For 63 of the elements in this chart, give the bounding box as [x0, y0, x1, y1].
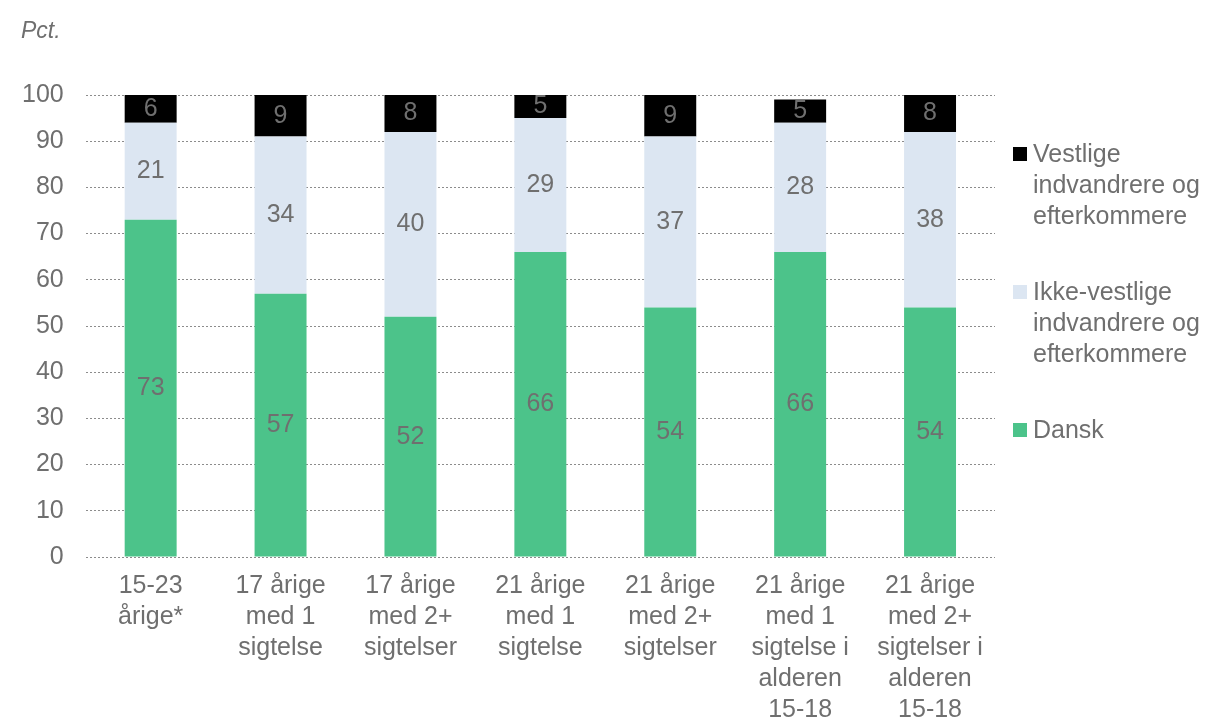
bar — [124, 219, 177, 557]
bar — [774, 252, 827, 557]
data-label: 8 — [923, 97, 937, 126]
y-axis-title: Pct. — [21, 17, 61, 44]
data-label: 66 — [526, 388, 555, 417]
data-label: 21 — [136, 155, 165, 184]
y-tick-label: 30 — [35, 402, 64, 431]
bar — [384, 95, 437, 132]
y-tick-label: 90 — [35, 125, 64, 154]
bar — [904, 131, 957, 308]
legend-label: Dansk — [1033, 414, 1105, 445]
data-label: 9 — [663, 99, 678, 128]
x-tick-label: 21 årige med 2+ sigtelser — [623, 570, 717, 661]
data-label: 54 — [916, 415, 945, 444]
bar — [254, 293, 307, 557]
bar — [514, 252, 567, 557]
y-tick-label: 20 — [35, 448, 64, 477]
bar — [254, 95, 307, 137]
bar — [124, 122, 177, 220]
y-tick-label: 70 — [35, 217, 64, 246]
data-label: 57 — [266, 408, 295, 437]
data-label: 8 — [403, 97, 418, 126]
x-tick-label: 21 årige med 1 sigtelse i alderen 15-18 — [751, 570, 849, 723]
bar — [644, 307, 697, 557]
data-label: 66 — [786, 388, 815, 417]
y-tick-label: 50 — [35, 309, 64, 338]
y-tick-label: 10 — [35, 494, 64, 523]
x-tick-label: 17 årige med 1 sigtelse — [235, 570, 326, 661]
bar — [774, 122, 827, 253]
data-label: 28 — [786, 171, 815, 200]
x-tick-label: 21 årige med 2+ sigtelser i alderen 15-18 — [877, 570, 983, 723]
bar — [514, 118, 567, 253]
y-tick-label: 60 — [35, 263, 64, 292]
data-label: 73 — [136, 372, 165, 401]
data-label: 52 — [396, 420, 425, 449]
data-label: 5 — [533, 90, 548, 119]
y-tick-label: 100 — [21, 78, 64, 107]
bar — [124, 95, 177, 123]
bar — [644, 136, 697, 308]
data-label: 38 — [916, 203, 944, 232]
data-label: 54 — [656, 415, 685, 444]
data-label: 5 — [793, 95, 808, 124]
x-tick-label: 15-23 årige* — [118, 570, 184, 630]
bar — [384, 131, 437, 317]
data-label: 40 — [396, 208, 425, 237]
y-tick-label: 80 — [35, 171, 64, 200]
bar — [904, 95, 957, 132]
bar — [514, 95, 567, 119]
y-tick-label: 40 — [35, 356, 64, 385]
data-label: 6 — [143, 92, 158, 121]
legend-label: Ikke-vestlige indvandrere og efterkommere — [1033, 276, 1201, 369]
bar — [254, 136, 307, 294]
legend-label: Vestlige indvandrere og efterkommere — [1033, 138, 1201, 231]
x-tick-label: 17 årige med 2+ sigtelser — [363, 570, 457, 661]
x-tick-label: 21 årige med 1 sigtelse — [495, 570, 586, 661]
data-label: 9 — [273, 99, 288, 128]
y-tick-label: 0 — [49, 540, 64, 569]
bar — [644, 95, 697, 137]
data-label: 37 — [656, 205, 685, 234]
bar — [904, 307, 957, 557]
bar — [384, 316, 437, 557]
data-label: 34 — [266, 199, 295, 228]
data-label: 29 — [526, 168, 555, 197]
